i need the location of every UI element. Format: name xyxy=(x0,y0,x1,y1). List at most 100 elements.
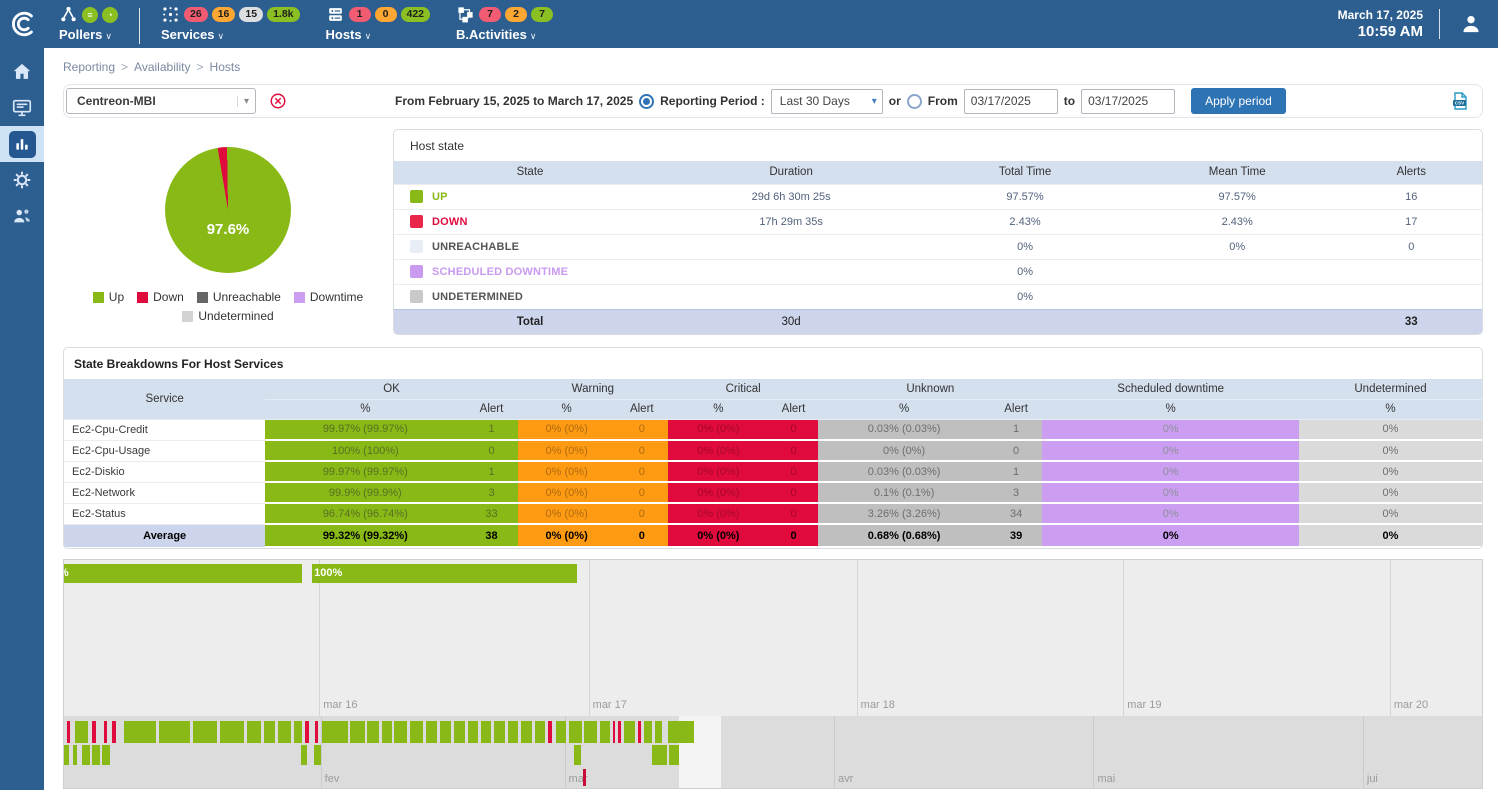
legend-item-downtime: Downtime xyxy=(293,290,364,304)
value-cell-c-und: 0% xyxy=(1299,419,1482,441)
nav-date: March 17, 2025 xyxy=(1337,8,1423,22)
up-segment xyxy=(159,721,191,743)
state-swatch xyxy=(410,190,423,203)
nav-menu-bactivities[interactable]: 7 2 7 B.Activities ∨ xyxy=(456,5,554,42)
svg-text:CSV: CSV xyxy=(1455,101,1465,106)
breakdowns-table: Service OK Warning Critical Unknown Scheduled… xyxy=(64,379,1482,548)
poller-list-icon: ≡ xyxy=(82,6,98,23)
value-cell-c-oka: 3 xyxy=(465,482,518,504)
status-badge-orange: 2 xyxy=(505,7,528,22)
breadcrumb-item[interactable]: Reporting xyxy=(63,60,116,74)
availability-pie-chart: 97.6% xyxy=(165,147,291,273)
value-cell-c-crit: 0% (0%) xyxy=(668,419,769,441)
alerts-cell: 16 xyxy=(1340,183,1482,209)
up-segment xyxy=(643,721,653,743)
state-name: UNREACHABLE xyxy=(432,240,520,253)
period-range-label: From February 15, 2025 to March 17, 2025 xyxy=(395,94,634,108)
status-badge-red: 1 xyxy=(348,7,371,22)
legend-swatch xyxy=(196,291,208,303)
up-segment xyxy=(468,721,479,743)
up-segment xyxy=(655,721,663,743)
chevron-down-icon: ▾ xyxy=(871,95,877,107)
custom-period-radio[interactable] xyxy=(906,93,922,109)
total-t-mt xyxy=(1133,308,1341,334)
pie-legend: Up Down Unreachable Downtime Undetermined xyxy=(78,290,378,323)
nav-divider xyxy=(1439,9,1440,39)
brush-track-1 xyxy=(64,721,1482,743)
to-date-input[interactable] xyxy=(1081,88,1176,114)
up-segment xyxy=(493,721,505,743)
up-segment xyxy=(64,745,69,765)
mean-time-cell xyxy=(1133,258,1341,284)
down-segment xyxy=(314,721,318,743)
legend-label: Downtime xyxy=(309,290,364,304)
down-segment xyxy=(305,721,309,743)
brush-gridline xyxy=(1362,716,1364,788)
value-cell-c-warn: 0% (0%) xyxy=(517,440,616,462)
status-badge-red: 26 xyxy=(184,7,208,22)
state-name: UNDETERMINED xyxy=(432,290,524,303)
user-profile-button[interactable] xyxy=(1458,11,1484,37)
value-cell-c-crit: 0% (0%) xyxy=(668,440,769,462)
value-cell-c-unka: 3 xyxy=(989,482,1043,504)
up-segment xyxy=(556,721,566,743)
nav-menu-services[interactable]: 26 16 15 1.8k Services ∨ xyxy=(161,5,300,42)
period-select[interactable]: Last 30 Days ▾ xyxy=(770,88,883,114)
value-cell-c-sd: 0% xyxy=(1042,523,1299,548)
breadcrumb-item[interactable]: Hosts xyxy=(209,60,241,74)
up-segment xyxy=(534,721,545,743)
or-label: or xyxy=(888,94,901,108)
legend-label: Undetermined xyxy=(198,309,274,323)
from-date-input[interactable] xyxy=(963,88,1058,114)
nav-menu-hosts[interactable]: 1 0 422 Hosts ∨ xyxy=(326,5,431,42)
export-csv-button[interactable]: CSV xyxy=(1450,91,1470,111)
value-cell-c-unk: 3.26% (3.26%) xyxy=(818,503,990,525)
column-group-critical: Critical xyxy=(668,379,819,400)
value-cell-c-crit: 0% (0%) xyxy=(668,523,769,548)
value-cell-c-unk: 0% (0%) xyxy=(818,440,990,462)
mean-time-cell: 0% xyxy=(1133,233,1341,259)
value-cell-c-und: 0% xyxy=(1299,482,1482,504)
sidebar-item-monitoring[interactable] xyxy=(0,90,44,126)
brush-month-label: fev xyxy=(324,773,340,785)
down-segment xyxy=(618,721,621,743)
value-cell-c-unka: 1 xyxy=(989,461,1043,483)
host-select[interactable]: Centreon-MBI ▾ xyxy=(66,88,256,114)
legend-item-undetermined: Undetermined xyxy=(182,309,274,323)
sidebar-item-configuration[interactable] xyxy=(0,162,44,198)
availability-timeline: mar 16 mar 17 mar 18 mar 19 mar 20% 100% fev m… xyxy=(63,559,1483,789)
breadcrumb-item[interactable]: Availability xyxy=(134,60,191,74)
clear-selection-button[interactable] xyxy=(269,92,287,110)
sub-column-header: Alert xyxy=(465,399,518,420)
reporting-period-radio[interactable] xyxy=(639,93,655,109)
breakdowns-row: Ec2-Diskio 99.97% (99.97%) 1 0% (0%) 0 0% (0%… xyxy=(64,461,1482,483)
value-cell-c-sd: 0% xyxy=(1042,503,1299,525)
down-segment xyxy=(66,721,71,743)
host-state-table: State Duration Total Time Mean Time Alerts U… xyxy=(394,161,1482,334)
sidebar-item-reporting[interactable] xyxy=(0,126,44,162)
value-cell-c-unk: 0.03% (0.03%) xyxy=(818,419,990,441)
duration-cell xyxy=(666,283,917,309)
host-state-row: SCHEDULED DOWNTIME 0% xyxy=(394,258,1482,284)
sidebar-item-administration[interactable] xyxy=(0,198,44,234)
centreon-logo[interactable] xyxy=(0,9,46,39)
column-group-unknown: Unknown xyxy=(818,379,1043,400)
value-cell-c-crit: 0% (0%) xyxy=(668,503,769,525)
up-segment xyxy=(102,745,111,765)
up-segment xyxy=(507,721,518,743)
apply-period-button[interactable]: Apply period xyxy=(1191,88,1286,114)
column-header: Duration xyxy=(666,161,917,184)
sidebar-item-home[interactable] xyxy=(0,54,44,90)
legend-label: Down xyxy=(153,290,184,304)
legend-label: Unreachable xyxy=(212,290,281,304)
service-name-cell: Ec2-Cpu-Usage xyxy=(64,440,266,462)
nav-menu-pollers[interactable]: ≡ ◔ Pollers ∨ xyxy=(59,5,118,42)
duration-cell xyxy=(666,258,917,284)
up-segment xyxy=(520,721,532,743)
value-cell-c-und: 0% xyxy=(1299,440,1482,462)
value-cell-c-oka: 38 xyxy=(465,523,518,548)
up-segment xyxy=(278,721,291,743)
sub-column-header: % xyxy=(1299,399,1482,420)
state-cell: UNREACHABLE xyxy=(394,233,666,259)
alerts-cell xyxy=(1340,258,1482,284)
